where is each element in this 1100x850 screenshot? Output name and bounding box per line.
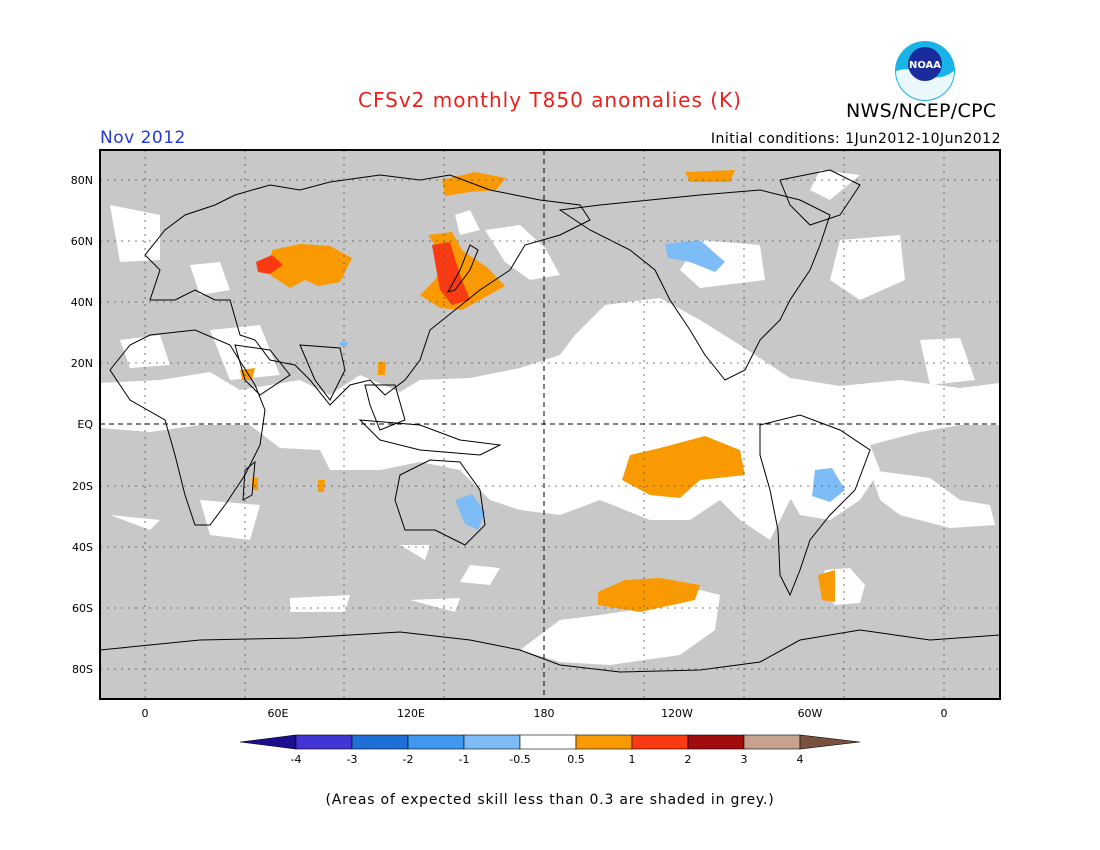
gridlines	[100, 150, 1000, 699]
anomaly-south-atlantic	[818, 570, 835, 602]
lat-tick-label: 80N	[71, 174, 93, 187]
lat-tick-label: 20N	[71, 357, 93, 370]
coast-australia	[394, 459, 486, 546]
warm-anomaly-regions	[240, 170, 835, 612]
coast-indonesia	[358, 419, 502, 456]
legend-label: 2	[685, 753, 692, 766]
lat-tick-label: 20S	[72, 480, 93, 493]
legend-label: -0.5	[509, 753, 530, 766]
legend-swatch	[351, 734, 409, 750]
legend-swatch	[519, 734, 577, 750]
lat-tick-label: 60S	[72, 602, 93, 615]
anomaly-south-indian	[318, 480, 325, 492]
lat-tick-label: 80S	[72, 663, 93, 676]
lon-tick-label: 60W	[798, 707, 823, 720]
initial-conditions: Initial conditions: 1Jun2012-10Jun2012	[710, 131, 1001, 147]
legend-swatch	[743, 734, 801, 750]
legend-swatch	[631, 734, 689, 750]
legend-label: 0.5	[567, 753, 585, 766]
coast-north-america	[558, 189, 831, 381]
legend-label: 3	[741, 753, 748, 766]
agency-label: NWS/NCEP/CPC	[846, 100, 997, 122]
lat-axis: 80N 60N 40N 20N EQ 20S 40S 60S 80S	[71, 174, 94, 676]
coastlines	[100, 169, 1000, 673]
anomaly-central-asia-core	[256, 255, 283, 274]
anomaly-south-pacific	[622, 436, 745, 498]
lat-tick-label: 40N	[71, 296, 93, 309]
anomaly-south-america	[812, 468, 845, 502]
anomaly-bay-of-bengal	[378, 362, 386, 375]
coast-japan	[446, 244, 479, 293]
anomaly-southern-ocean	[598, 578, 700, 612]
lat-tick-label: 60N	[71, 235, 93, 248]
noaa-logo-text: NOAA	[909, 60, 941, 71]
lon-tick-label: 120W	[661, 707, 693, 720]
anomaly-central-asia	[270, 244, 352, 288]
map-frame	[99, 149, 1001, 700]
noaa-logo: NOAA	[895, 41, 955, 101]
legend-label: -2	[403, 753, 414, 766]
legend-swatch	[295, 734, 353, 750]
coast-india	[299, 344, 346, 401]
legend-label: -1	[459, 753, 470, 766]
lat-tick-label: 40S	[72, 541, 93, 554]
legend-swatch	[575, 734, 633, 750]
anomaly-eastern-australia	[455, 494, 485, 530]
coast-africa	[109, 329, 266, 526]
color-legend: -4 -3 -2 -1 -0.5 0.5 1 2 3 4	[239, 734, 861, 766]
coast-madagascar	[242, 460, 256, 501]
lon-tick-label: 60E	[268, 707, 289, 720]
lon-axis: 0 60E 120E 180 120W 60W 0	[142, 707, 948, 720]
legend-label: 4	[797, 753, 804, 766]
lon-tick-label: 120E	[397, 707, 425, 720]
lat-tick-label: EQ	[77, 418, 93, 431]
legend-swatch	[463, 734, 521, 750]
coast-greenland	[779, 169, 861, 226]
lon-tick-label: 0	[941, 707, 948, 720]
legend-swatch	[407, 734, 465, 750]
chart-title: CFSv2 monthly T850 anomalies (K)	[358, 88, 742, 112]
cool-anomaly-regions	[340, 240, 845, 530]
legend-label: -4	[291, 753, 302, 766]
anomaly-east-asia-core	[432, 242, 470, 305]
legend-swatch-below--4	[239, 734, 297, 750]
forecast-period: Nov 2012	[100, 128, 186, 148]
coast-south-america	[759, 414, 871, 597]
coast-europe-asia	[144, 174, 591, 406]
anomaly-arctic-canada	[685, 170, 735, 182]
anomaly-tibet	[340, 342, 348, 346]
lon-tick-label: 0	[142, 707, 149, 720]
legend-swatch-above-4	[799, 734, 861, 750]
footer-note: (Areas of expected skill less than 0.3 a…	[325, 792, 775, 808]
coast-arabia	[234, 344, 291, 396]
coast-antarctica	[100, 629, 1000, 673]
coast-se-asia	[364, 384, 406, 431]
legend-label: -3	[347, 753, 358, 766]
legend-swatch	[687, 734, 745, 750]
legend-label: 1	[629, 753, 636, 766]
anomaly-western-canada	[665, 240, 725, 272]
lon-tick-label: 180	[534, 707, 555, 720]
